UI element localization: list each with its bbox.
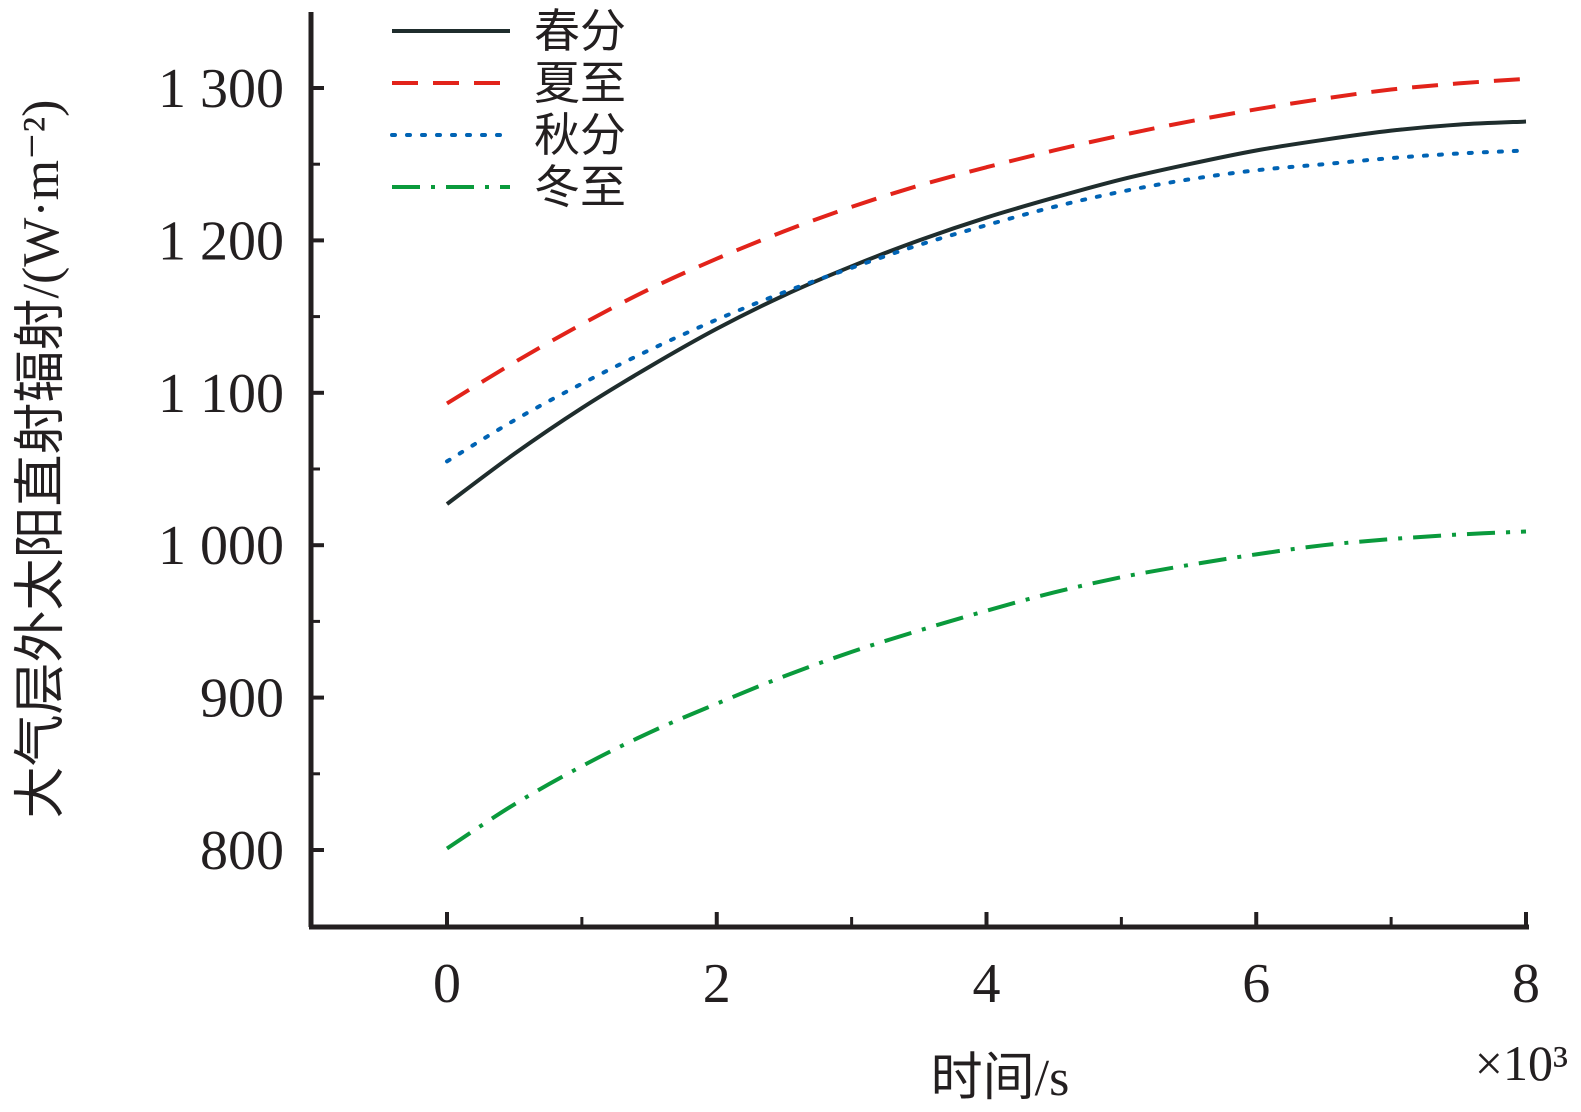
x-tick-label: 4 [973,953,1001,1015]
x-axis-multiplier: ×10³ [1475,1035,1568,1091]
x-tick-label: 6 [1242,953,1270,1015]
x-tick-label: 0 [433,953,461,1015]
legend-label: 夏至 [534,58,626,109]
series-line-4 [445,529,1527,851]
y-tick-label: 1 100 [158,363,284,425]
legend-label: 冬至 [534,162,626,213]
y-tick-label: 800 [200,820,284,882]
series-line-3 [445,148,1528,464]
y-tick-label: 1 300 [158,58,284,120]
x-tick-label: 8 [1512,953,1540,1015]
x-ticks: 0 2 4 6 8 [433,912,1540,1015]
series-line-1 [445,119,1527,506]
x-axis-title: 时间/s [931,1050,1070,1107]
legend-label: 秋分 [534,110,626,161]
y-tick-label: 1 000 [158,515,284,577]
x-tick-label: 2 [703,953,731,1015]
legend-label: 春分 [534,6,626,57]
y-tick-label: 900 [200,668,284,730]
y-tick-label: 1 200 [158,210,284,272]
series-line-2 [445,76,1527,406]
y-axis-title: 大气层外太阳直射辐射/(W·m⁻²) [13,100,70,819]
series-lines [445,76,1528,851]
axes: 800 900 1 000 1 100 1 200 1 300 0 2 4 6 8 [158,12,1540,1015]
y-ticks: 800 900 1 000 1 100 1 200 1 300 [158,58,324,882]
